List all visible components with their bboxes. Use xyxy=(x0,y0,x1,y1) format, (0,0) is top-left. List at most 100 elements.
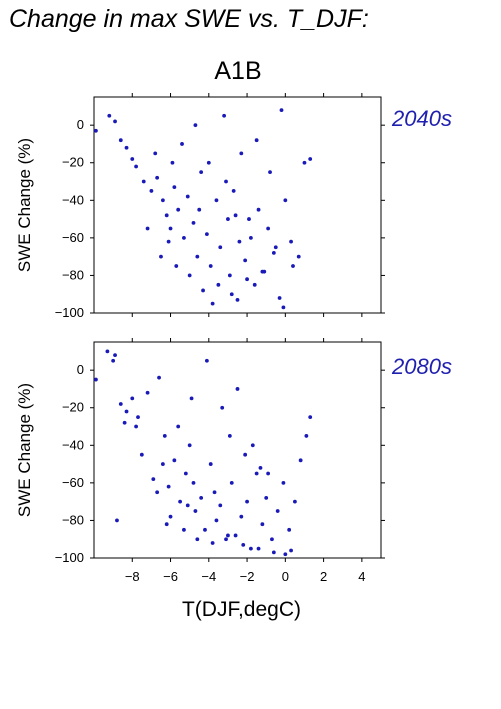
data-point xyxy=(235,297,240,302)
data-point xyxy=(139,452,144,457)
data-point xyxy=(153,151,158,156)
data-point xyxy=(149,189,154,193)
data-point xyxy=(289,239,293,244)
data-point xyxy=(298,458,303,463)
period-label-2080s: 2080s xyxy=(392,354,452,379)
data-point xyxy=(214,518,219,523)
data-point xyxy=(183,471,188,476)
data-point xyxy=(239,151,244,156)
y-tick-label: −60 xyxy=(62,230,84,245)
data-point xyxy=(160,462,165,466)
data-point xyxy=(289,548,293,553)
data-point xyxy=(243,258,248,263)
data-point xyxy=(185,194,190,199)
data-point xyxy=(145,226,150,231)
data-point xyxy=(271,550,276,555)
data-point xyxy=(210,541,215,545)
data-point xyxy=(270,537,274,542)
data-point xyxy=(124,145,129,150)
data-point xyxy=(94,128,98,133)
data-point xyxy=(224,179,228,184)
data-point xyxy=(218,245,223,250)
data-point xyxy=(160,198,165,203)
data-point xyxy=(233,213,238,218)
data-point xyxy=(130,157,135,161)
x-tick-label: 4 xyxy=(358,569,365,584)
y-tick-label: −100 xyxy=(55,550,84,565)
data-point xyxy=(208,264,213,268)
data-point xyxy=(197,207,202,212)
data-point xyxy=(266,226,271,231)
data-point xyxy=(166,239,171,244)
data-point xyxy=(275,509,280,513)
data-point xyxy=(107,113,112,118)
data-point xyxy=(212,490,217,495)
data-point xyxy=(134,164,138,169)
data-point xyxy=(111,358,116,363)
data-point xyxy=(283,198,288,203)
data-point xyxy=(182,527,186,532)
y-tick-label: −80 xyxy=(62,267,84,282)
y-tick-label: −60 xyxy=(62,475,84,490)
data-point xyxy=(178,499,183,504)
y-axis-label-2080s: SWE Change (%) xyxy=(15,383,34,517)
data-point xyxy=(237,239,242,244)
data-point xyxy=(227,273,232,278)
data-point xyxy=(180,142,184,146)
data-point xyxy=(266,471,271,476)
data-point xyxy=(296,254,301,259)
data-point xyxy=(256,546,261,551)
data-point xyxy=(191,220,196,225)
y-tick-label: −80 xyxy=(62,512,84,527)
data-point xyxy=(166,484,171,489)
data-point xyxy=(193,123,198,128)
data-point xyxy=(233,533,238,538)
plot-frame-2080s xyxy=(93,341,382,559)
data-point xyxy=(201,288,205,293)
page-title: Change in max SWE vs. T_DJF: xyxy=(9,5,369,33)
data-point xyxy=(195,254,200,259)
x-tick-label: −2 xyxy=(240,569,255,584)
data-point xyxy=(94,377,98,382)
data-point xyxy=(302,160,307,165)
data-point xyxy=(264,495,269,500)
data-point xyxy=(248,546,253,551)
data-point xyxy=(231,189,236,193)
data-point xyxy=(124,409,129,414)
data-point xyxy=(187,443,192,448)
x-axis-label: T(DJF,degC) xyxy=(182,598,301,621)
y-tick-label: −20 xyxy=(62,155,84,170)
data-point xyxy=(210,301,215,306)
data-point xyxy=(208,462,213,466)
data-point xyxy=(122,420,127,425)
data-point xyxy=(206,160,211,165)
data-point xyxy=(260,522,265,527)
data-point xyxy=(195,537,200,542)
y-axis-label-2040s: SWE Change (%) xyxy=(15,138,34,272)
data-point xyxy=(260,269,265,274)
data-point xyxy=(243,452,248,457)
data-point xyxy=(226,217,230,221)
data-point xyxy=(203,527,207,532)
data-point xyxy=(239,514,244,519)
x-tick-label: −6 xyxy=(163,569,178,584)
scenario-title: A1B xyxy=(214,57,262,85)
data-point xyxy=(245,277,249,282)
data-point xyxy=(224,537,228,542)
data-point xyxy=(218,503,223,508)
data-point xyxy=(227,434,232,438)
data-point xyxy=(308,415,313,420)
data-point xyxy=(172,458,177,463)
y-tick-label: −100 xyxy=(55,305,84,320)
y-tick-label: −40 xyxy=(62,192,84,207)
data-point xyxy=(199,495,204,500)
data-point xyxy=(283,552,288,557)
x-tick-label: 0 xyxy=(282,569,289,584)
data-point xyxy=(155,490,160,495)
y-tick-label: −20 xyxy=(62,400,84,415)
period-label-2040s: 2040s xyxy=(392,106,452,131)
data-point xyxy=(226,533,230,538)
data-point xyxy=(113,353,117,358)
data-point xyxy=(130,396,135,401)
